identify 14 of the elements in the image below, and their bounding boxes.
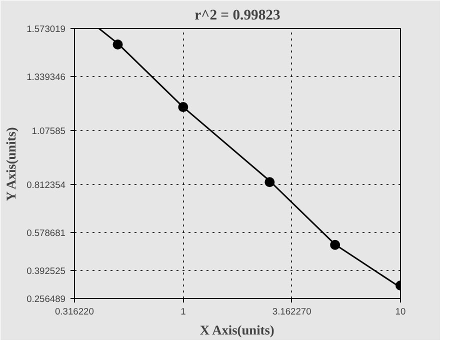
y-tick-label: 1.339346 — [26, 72, 66, 82]
y-tick-label: 1.07585 — [32, 126, 66, 136]
y-tick-label: 0.812354 — [26, 180, 66, 190]
y-tick-label: 0.256489 — [26, 294, 66, 304]
y-tick-label: 0.392525 — [26, 266, 66, 276]
x-tick-label: 1 — [180, 306, 186, 316]
x-axis-title: X Axis(units) — [200, 322, 274, 338]
y-tick-label: 1.573019 — [26, 24, 66, 34]
chart-title: r^2 = 0.99823 — [194, 8, 280, 24]
x-tick-label: 10 — [395, 306, 406, 316]
x-tick-label: 3.162270 — [272, 306, 312, 316]
x-tick-label: 0.316220 — [55, 306, 94, 316]
y-tick-label: 0.578681 — [26, 228, 66, 238]
y-axis-title: Y Axis(units) — [4, 127, 19, 202]
